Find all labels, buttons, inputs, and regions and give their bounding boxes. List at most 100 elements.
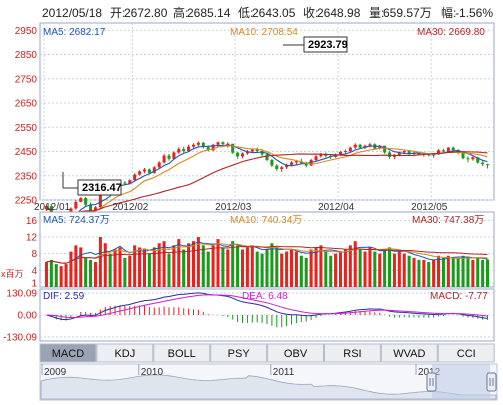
x-axis-label: 2012/03: [215, 202, 252, 213]
volume-bar: [402, 253, 406, 287]
price-y-tick: 2950: [15, 26, 38, 37]
volume-bar: [324, 251, 328, 287]
header-change-label: 幅:: [441, 5, 456, 20]
candle: [353, 143, 357, 150]
volume-bar: [383, 249, 387, 287]
candle-body: [260, 151, 264, 155]
tab-kdj[interactable]: KDJ: [96, 343, 154, 363]
candle: [446, 147, 450, 152]
header-low-label: 低:: [238, 6, 253, 20]
candle: [314, 154, 318, 162]
volume-ma10-label: MA10: 740.34万: [230, 215, 302, 226]
tab-psy[interactable]: PSY: [210, 343, 268, 363]
candle-body: [216, 142, 220, 145]
volume-bar: [162, 241, 166, 287]
tab-wvad[interactable]: WVAD: [380, 343, 438, 363]
candle-body: [142, 169, 146, 172]
volume-bar: [427, 262, 431, 287]
low-callout-box: [77, 179, 122, 196]
volume-bar: [84, 257, 88, 287]
candle-body: [206, 147, 210, 151]
volume-bar: [319, 245, 323, 287]
candle-body: [461, 152, 465, 159]
volume-bar: [157, 243, 161, 287]
tab-rsi[interactable]: RSI: [324, 343, 381, 363]
navigator-area: [40, 374, 497, 400]
macd-y-tick: -130.09: [3, 333, 37, 344]
candle-body: [79, 198, 83, 202]
candle-body: [319, 153, 323, 157]
navigator-selection[interactable]: [432, 364, 490, 400]
candle-body: [294, 161, 298, 163]
tab-boll[interactable]: BOLL: [153, 343, 211, 363]
candle-body: [353, 144, 357, 148]
volume-bar: [353, 241, 357, 287]
candle: [142, 167, 146, 174]
candle-body: [226, 143, 230, 145]
x-axis-label: 2012/05: [411, 202, 448, 213]
candle-body: [417, 152, 421, 155]
macd-value-label: MACD: -7.77: [430, 291, 488, 302]
candle-body: [231, 143, 235, 153]
volume-bar: [304, 257, 308, 287]
header-close-label: 收:: [303, 6, 318, 20]
candle-body: [486, 164, 490, 166]
tab-label: KDJ: [114, 348, 135, 360]
candle-body: [182, 149, 186, 152]
volume-bar: [182, 249, 186, 287]
candle-body: [378, 145, 382, 149]
tab-obv[interactable]: OBV: [267, 343, 325, 363]
candle: [280, 166, 284, 172]
volume-bar: [412, 257, 416, 287]
candle-body: [363, 145, 367, 148]
volume-bar: [108, 253, 112, 287]
candle-body: [191, 144, 196, 147]
candle-body: [397, 152, 401, 155]
macd-y-tick: 130.09: [6, 289, 37, 300]
volume-bar: [64, 264, 68, 287]
volume-bar: [133, 245, 137, 287]
candle-body: [245, 151, 249, 154]
candle-body: [437, 150, 441, 155]
tab-macd[interactable]: MACD: [39, 343, 97, 363]
header-date: 2012/05/18: [42, 6, 102, 20]
candle-body: [270, 159, 274, 166]
macd-dif-line: [46, 292, 488, 321]
tab-cci[interactable]: CCI: [437, 343, 495, 363]
volume-bar: [289, 249, 294, 287]
volume-bar: [191, 241, 196, 287]
price-panel: 2950 2850 2750 2650 2550 2450 2350 2250 MA5: 26…: [15, 22, 495, 229]
navigator-left-handle[interactable]: [426, 372, 437, 392]
candle-body: [128, 180, 132, 184]
candle-body: [476, 157, 480, 163]
volume-bar: [265, 249, 269, 287]
candle: [74, 200, 78, 210]
candle-body: [368, 144, 372, 146]
header-low: 2643.05: [252, 6, 296, 20]
volume-bar: [59, 266, 63, 287]
x-axis-label: 2012/01: [34, 202, 71, 213]
navigator-right-handle[interactable]: [486, 372, 497, 392]
volume-bar: [152, 247, 156, 287]
macd-y-axis: 130.09 0.00 -130.09: [3, 289, 37, 344]
candle: [285, 163, 289, 169]
candle-body: [157, 162, 161, 168]
candle: [441, 148, 445, 153]
candle-body: [343, 151, 347, 153]
volume-bar: [245, 247, 249, 287]
volume-ma5-label: MA5: 724.37万: [43, 215, 110, 226]
candle-body: [93, 207, 97, 211]
candle: [138, 170, 142, 176]
header-open-label: 开:: [110, 6, 125, 20]
candle-body: [138, 171, 142, 175]
volume-bar: [285, 251, 289, 287]
volume-bar: [118, 247, 122, 287]
price-y-tick: 2450: [15, 147, 38, 158]
candle-body: [407, 151, 411, 154]
volume-bar: [451, 257, 455, 287]
price-ma30-line: [46, 151, 488, 218]
volume-bar: [471, 259, 475, 287]
candle: [133, 173, 137, 181]
candle-body: [133, 174, 137, 181]
volume-bar: [280, 253, 284, 287]
